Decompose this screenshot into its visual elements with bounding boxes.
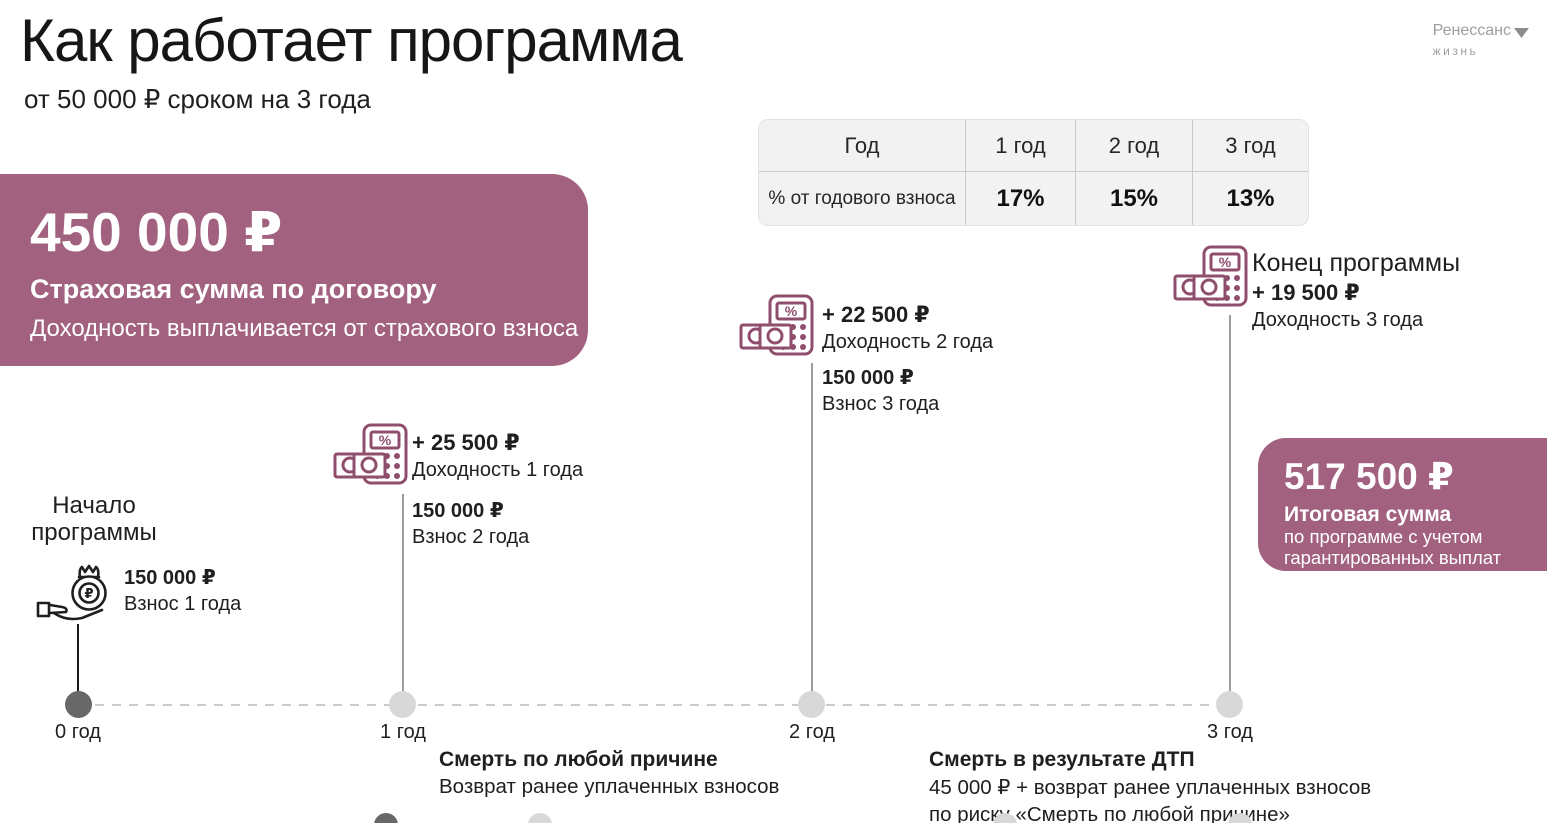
calculator-money-icon: % bbox=[739, 294, 817, 363]
year3-gain-amount: + 19 500 ₽ bbox=[1252, 280, 1360, 305]
timeline-dot-year0 bbox=[65, 691, 92, 718]
svg-text:%: % bbox=[1219, 254, 1232, 270]
svg-text:%: % bbox=[785, 303, 798, 319]
insured-sum-note: Доходность выплачивается от страхового в… bbox=[30, 314, 579, 342]
risk-accident-line2: по риску «Смерть по любой причине» bbox=[929, 803, 1290, 823]
rates-header-y3: 3 год bbox=[1192, 120, 1308, 172]
year1-gain-caption: Доходность 1 года bbox=[412, 459, 584, 481]
start-amount: 150 000 ₽ bbox=[124, 567, 216, 589]
year1-contribution: 150 000 ₽ Взнос 2 года bbox=[412, 498, 529, 549]
year2-contribution: 150 000 ₽ Взнос 3 года bbox=[822, 365, 939, 416]
timeline-dot-year2 bbox=[798, 691, 825, 718]
page-title: Как работает программа bbox=[20, 7, 683, 74]
partial-dot bbox=[993, 813, 1017, 823]
total-note-line1: по программе с учетом bbox=[1284, 525, 1483, 547]
rates-header-y2: 2 год bbox=[1075, 120, 1192, 172]
year1-caption: Взнос 2 года bbox=[412, 526, 530, 548]
timeline-axis bbox=[78, 704, 1230, 706]
timeline-dot-year3 bbox=[1216, 691, 1243, 718]
total-note-line2: гарантированных выплат bbox=[1284, 546, 1502, 568]
calculator-money-icon: % bbox=[333, 423, 411, 492]
risk-accident-line1: 45 000 ₽ + возврат ранее уплаченных взно… bbox=[929, 776, 1372, 799]
connector-line-start bbox=[77, 624, 79, 692]
brand-logo: Ренессанс жизнь bbox=[1433, 22, 1529, 58]
page-subtitle: от 50 000 ₽ сроком на 3 года bbox=[24, 84, 371, 114]
brand-triangle-icon bbox=[1514, 25, 1529, 43]
rate-value-y1: 17% bbox=[965, 172, 1075, 225]
tick-year3: 3 год bbox=[1207, 721, 1253, 743]
connector-line-year2 bbox=[811, 363, 813, 692]
rates-row-label: % от годового взноса bbox=[768, 187, 956, 209]
year3-gain-caption: Доходность 3 года bbox=[1252, 309, 1424, 331]
brand-sub: жизнь bbox=[1432, 44, 1479, 58]
total-sum-box: 517 500 ₽ Итоговая сумма по программе с … bbox=[1258, 438, 1547, 571]
year2-gain-caption: Доходность 2 года bbox=[822, 331, 994, 353]
risk-any-cause-line1: Возврат ранее уплаченных взносов bbox=[439, 775, 780, 798]
rate-value-y2: 15% bbox=[1075, 172, 1192, 225]
year1-gain-amount: + 25 500 ₽ bbox=[412, 430, 520, 455]
risk-accident: Смерть в результате ДТП 45 000 ₽ + возвр… bbox=[929, 748, 1371, 823]
svg-text:₽: ₽ bbox=[84, 586, 93, 601]
start-caption: Взнос 1 года bbox=[124, 593, 242, 615]
connector-line-year3 bbox=[1229, 315, 1231, 692]
year3-title: Конец программы bbox=[1252, 249, 1461, 277]
start-title-line1: Начало bbox=[52, 492, 136, 519]
money-bag-icon: ₽ bbox=[36, 561, 120, 630]
rates-header-y1: 1 год bbox=[965, 120, 1075, 172]
svg-text:%: % bbox=[379, 432, 392, 448]
year2-gain-amount: + 22 500 ₽ bbox=[822, 302, 930, 327]
year2-amount: 150 000 ₽ bbox=[822, 367, 914, 389]
start-title: Начало программы bbox=[14, 492, 174, 546]
year1-gain: + 25 500 ₽ Доходность 1 года bbox=[412, 430, 583, 482]
partial-dot bbox=[1228, 813, 1252, 823]
year1-amount: 150 000 ₽ bbox=[412, 500, 504, 522]
tick-year0: 0 год bbox=[55, 721, 101, 743]
rates-table: Год 1 год 2 год 3 год % от годового взно… bbox=[758, 119, 1309, 226]
year3-end: Конец программы + 19 500 ₽ Доходность 3 … bbox=[1252, 249, 1460, 332]
insured-sum-box: 450 000 ₽ Страховая сумма по договору До… bbox=[0, 174, 588, 366]
risk-any-cause: Смерть по любой причине Возврат ранее уп… bbox=[439, 748, 779, 799]
calculator-money-icon: % bbox=[1173, 245, 1251, 314]
risk-accident-title: Смерть в результате ДТП bbox=[929, 748, 1195, 771]
start-contribution: 150 000 ₽ Взнос 1 года bbox=[124, 565, 241, 616]
timeline-dot-year1 bbox=[389, 691, 416, 718]
brand-name: Ренессанс bbox=[1432, 22, 1511, 39]
total-amount: 517 500 ₽ bbox=[1284, 456, 1454, 497]
total-title: Итоговая сумма bbox=[1284, 502, 1452, 526]
rates-header-year: Год bbox=[759, 120, 965, 172]
insured-sum-title: Страховая сумма по договору bbox=[30, 273, 437, 304]
partial-dot bbox=[374, 813, 398, 823]
year2-caption: Взнос 3 года bbox=[822, 393, 940, 415]
connector-line-year1 bbox=[402, 494, 404, 692]
tick-year1: 1 год bbox=[380, 721, 426, 743]
partial-dot bbox=[528, 813, 552, 823]
year2-gain: + 22 500 ₽ Доходность 2 года bbox=[822, 302, 993, 354]
rate-value-y3: 13% bbox=[1192, 172, 1308, 225]
insured-sum-amount: 450 000 ₽ bbox=[30, 201, 283, 263]
start-title-line2: программы bbox=[31, 519, 157, 546]
tick-year2: 2 год bbox=[789, 721, 835, 743]
risk-any-cause-title: Смерть по любой причине bbox=[439, 748, 718, 771]
